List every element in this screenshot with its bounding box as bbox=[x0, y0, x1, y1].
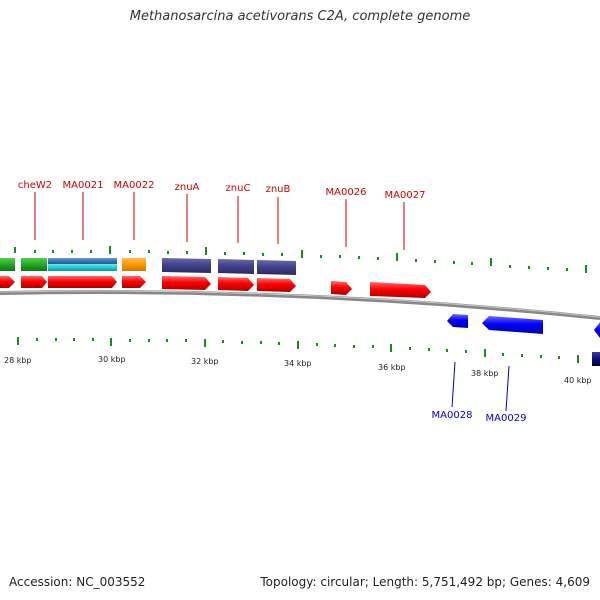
scale-label-28kbp: 28 kbp bbox=[4, 356, 32, 365]
reverse-gene-labels: MA0028 MA0029 bbox=[432, 410, 527, 424]
gene-label-znua[interactable]: znuA bbox=[175, 182, 200, 193]
genome-backbone-highlight bbox=[0, 290, 600, 318]
scale-label-36kbp: 36 kbp bbox=[378, 363, 406, 372]
map-title: Methanosarcina acetivorans C2A, complete… bbox=[129, 9, 471, 24]
reverse-strand-genes bbox=[447, 314, 600, 366]
outer-tick-row bbox=[14, 246, 587, 273]
gene-arrow-ma0027[interactable] bbox=[370, 282, 431, 298]
feature-track bbox=[0, 258, 296, 275]
reverse-label-leaders bbox=[451, 361, 510, 412]
forward-strand-genes bbox=[0, 276, 431, 298]
scale-label-34kbp: 34 kbp bbox=[284, 359, 312, 368]
scale-label-30kbp: 30 kbp bbox=[98, 355, 126, 364]
gene-arrow-ma0029[interactable] bbox=[482, 316, 543, 334]
gene-label-ma0027[interactable]: MA0027 bbox=[385, 190, 426, 201]
topology-text: Topology: circular; Length: 5,751,492 bp… bbox=[260, 575, 590, 589]
gene-arrow-znua[interactable] bbox=[162, 276, 211, 290]
gene-arrow-ma0022[interactable] bbox=[122, 276, 146, 288]
feature-block-navy-right[interactable] bbox=[592, 352, 600, 366]
forward-label-leaders bbox=[34, 192, 405, 250]
feature-block-znua[interactable] bbox=[162, 258, 211, 273]
genome-backbone bbox=[0, 290, 600, 320]
forward-gene-labels: cheW2 MA0021 MA0022 znuA znuC znuB MA002… bbox=[18, 180, 426, 201]
gene-arrow-znuc[interactable] bbox=[218, 277, 254, 291]
gene-arrow-znub[interactable] bbox=[257, 278, 296, 292]
gene-arrow-right-partial[interactable] bbox=[594, 322, 600, 338]
gene-arrow-ma0028[interactable] bbox=[447, 314, 468, 328]
inner-tick-row bbox=[17, 337, 579, 363]
scale-label-32kbp: 32 kbp bbox=[191, 357, 219, 366]
accession-text: Accession: NC_003552 bbox=[9, 575, 146, 589]
gene-arrow-left-partial[interactable] bbox=[0, 276, 15, 288]
gene-label-ma0021[interactable]: MA0021 bbox=[63, 180, 104, 191]
gene-label-ma0029[interactable]: MA0029 bbox=[486, 413, 527, 424]
feature-block-green-chew2[interactable] bbox=[21, 258, 47, 271]
feature-block-green-left[interactable] bbox=[0, 258, 15, 271]
gene-label-znuc[interactable]: znuC bbox=[226, 183, 251, 194]
feature-block-znuc[interactable] bbox=[218, 259, 254, 274]
feature-block-znub[interactable] bbox=[257, 260, 296, 275]
gene-arrow-ma0021[interactable] bbox=[48, 276, 117, 288]
gene-arrow-chew2[interactable] bbox=[21, 276, 47, 288]
feature-block-ma0021-bottom[interactable] bbox=[48, 264, 117, 271]
feature-block-ma0021-top[interactable] bbox=[48, 258, 117, 264]
gene-label-znub[interactable]: znuB bbox=[266, 184, 291, 195]
gene-label-ma0022[interactable]: MA0022 bbox=[114, 180, 155, 191]
scale-labels: 28 kbp 30 kbp 32 kbp 34 kbp 36 kbp 38 kb… bbox=[4, 355, 592, 385]
gene-label-ma0026[interactable]: MA0026 bbox=[326, 187, 367, 198]
feature-block-ma0022[interactable] bbox=[122, 258, 146, 271]
gene-label-chew2[interactable]: cheW2 bbox=[18, 180, 52, 191]
gene-arrow-ma0026[interactable] bbox=[331, 281, 352, 295]
gene-label-ma0028[interactable]: MA0028 bbox=[432, 410, 473, 421]
scale-label-40kbp: 40 kbp bbox=[564, 376, 592, 385]
scale-label-38kbp: 38 kbp bbox=[471, 369, 499, 378]
